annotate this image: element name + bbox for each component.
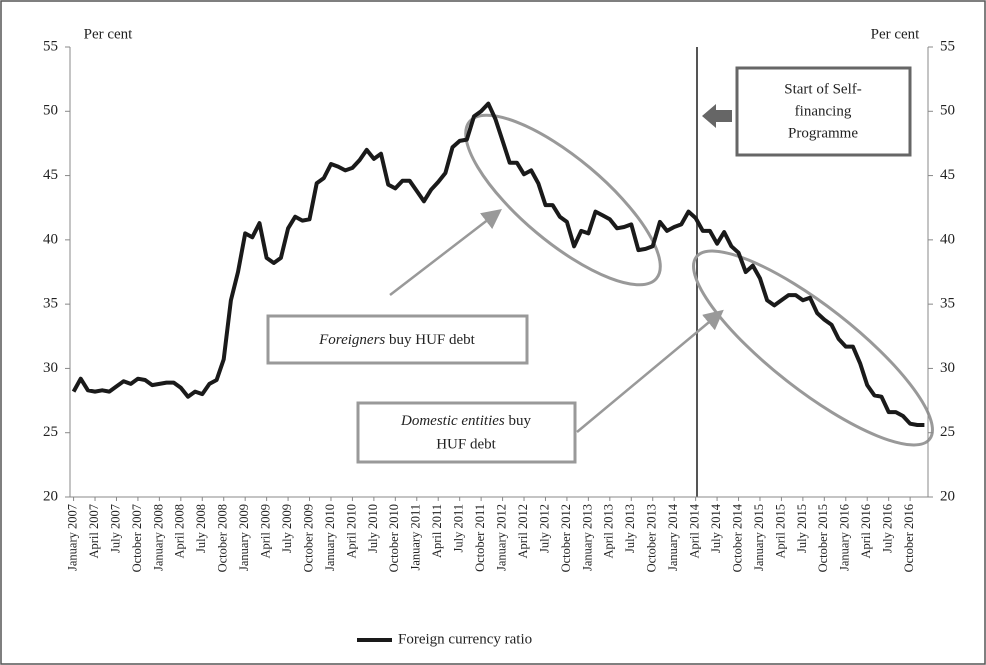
x-tick-label: January 2013 bbox=[580, 504, 594, 571]
y-tick-label: 40 bbox=[43, 231, 58, 247]
x-tick-label: January 2007 bbox=[65, 504, 79, 571]
x-tick-label: April 2016 bbox=[859, 504, 873, 559]
x-tick-label: October 2010 bbox=[387, 504, 401, 572]
annotation-italic: Domestic entities bbox=[400, 413, 505, 429]
annotation-text: HUF debt bbox=[436, 436, 496, 452]
y2-tick-label: 40 bbox=[940, 231, 955, 247]
y2-tick-label: 50 bbox=[940, 103, 955, 119]
x-tick-label: July 2009 bbox=[280, 504, 294, 553]
y2-tick-label: 25 bbox=[940, 424, 955, 440]
x-tick-label: January 2011 bbox=[409, 504, 423, 571]
highlight-ellipse bbox=[692, 249, 934, 447]
annotation-italic: Foreigners bbox=[318, 332, 385, 348]
annotation-arrow bbox=[389, 208, 502, 296]
y-tick-label: 25 bbox=[43, 424, 58, 440]
series-line bbox=[71, 101, 925, 427]
y-tick-label: 35 bbox=[43, 296, 58, 312]
annotation-text: financing bbox=[795, 103, 852, 119]
x-tick-label: January 2016 bbox=[838, 504, 852, 571]
x-tick-label: October 2014 bbox=[730, 503, 744, 572]
x-tick-label: April 2014 bbox=[688, 503, 702, 558]
x-tick-label: July 2012 bbox=[537, 504, 551, 553]
annotation-text: Programme bbox=[788, 125, 858, 141]
y2-tick-label: 30 bbox=[940, 360, 955, 376]
x-tick-label: October 2013 bbox=[645, 504, 659, 572]
x-tick-label: July 2011 bbox=[452, 504, 466, 553]
annotation-text: Foreigners buy HUF debt bbox=[318, 332, 476, 348]
x-tick-label: July 2013 bbox=[623, 504, 637, 553]
y2-tick-label: 45 bbox=[940, 167, 955, 183]
x-tick-label: October 2008 bbox=[216, 504, 230, 572]
y-tick-label: 30 bbox=[43, 360, 58, 376]
y-tick-label: 55 bbox=[43, 38, 58, 54]
y-tick-label: 45 bbox=[43, 167, 58, 183]
x-tick-label: April 2012 bbox=[516, 504, 530, 559]
annotation-arrow bbox=[702, 104, 732, 128]
x-tick-label: July 2008 bbox=[194, 504, 208, 553]
x-tick-label: April 2010 bbox=[344, 504, 358, 559]
x-tick-label: January 2015 bbox=[752, 504, 766, 571]
x-tick-label: April 2007 bbox=[87, 504, 101, 559]
x-tick-label: January 2014 bbox=[666, 503, 680, 571]
x-tick-label: April 2008 bbox=[173, 504, 187, 559]
annotation-text: Domestic entities buy bbox=[400, 413, 531, 429]
y2-tick-label: 35 bbox=[940, 296, 955, 312]
x-tick-label: July 2015 bbox=[795, 504, 809, 553]
x-tick-label: January 2008 bbox=[151, 504, 165, 571]
y2-tick-label: 20 bbox=[940, 488, 955, 504]
annotation-box bbox=[356, 401, 577, 464]
highlight-ellipse bbox=[464, 113, 662, 287]
x-tick-label: January 2012 bbox=[494, 504, 508, 571]
x-tick-label: April 2015 bbox=[773, 504, 787, 559]
x-tick-label: April 2011 bbox=[430, 504, 444, 558]
annotation-rest: buy bbox=[508, 413, 531, 429]
x-tick-label: October 2009 bbox=[301, 504, 315, 572]
x-tick-label: July 2016 bbox=[881, 504, 895, 553]
annotation-box bbox=[735, 66, 912, 157]
y-axis-label: Per cent bbox=[84, 26, 134, 42]
x-tick-label: October 2007 bbox=[130, 504, 144, 572]
x-tick-label: April 2009 bbox=[259, 504, 273, 559]
x-tick-label: October 2012 bbox=[559, 504, 573, 572]
annotation-box bbox=[266, 314, 529, 365]
x-tick-label: January 2009 bbox=[237, 504, 251, 571]
y-tick-label: 20 bbox=[43, 488, 58, 504]
x-tick-label: July 2010 bbox=[366, 504, 380, 553]
x-tick-label: April 2013 bbox=[602, 504, 616, 559]
annotation-rest: buy HUF debt bbox=[389, 332, 476, 348]
annotation-text: Start of Self- bbox=[784, 81, 861, 97]
annotation-arrow bbox=[576, 309, 724, 433]
x-tick-label: October 2015 bbox=[816, 504, 830, 572]
legend-label: Foreign currency ratio bbox=[398, 631, 532, 647]
x-tick-label: October 2016 bbox=[902, 504, 916, 572]
x-tick-label: July 2014 bbox=[709, 503, 723, 553]
x-tick-label: October 2011 bbox=[473, 504, 487, 572]
y-tick-label: 50 bbox=[43, 103, 58, 119]
y2-axis-label: Per cent bbox=[871, 26, 921, 42]
x-tick-label: July 2007 bbox=[108, 504, 122, 553]
x-tick-label: January 2010 bbox=[323, 504, 337, 571]
y2-tick-label: 55 bbox=[940, 38, 955, 54]
